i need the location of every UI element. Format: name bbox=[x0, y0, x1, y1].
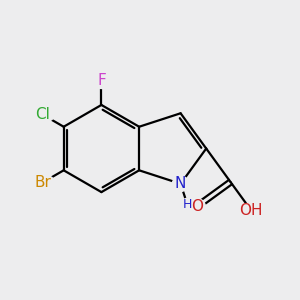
Ellipse shape bbox=[93, 73, 110, 88]
Text: O: O bbox=[191, 199, 203, 214]
Ellipse shape bbox=[31, 107, 55, 122]
Text: Br: Br bbox=[34, 175, 51, 190]
Ellipse shape bbox=[189, 199, 205, 214]
Ellipse shape bbox=[172, 176, 189, 191]
Ellipse shape bbox=[31, 175, 55, 190]
Ellipse shape bbox=[181, 198, 194, 211]
Ellipse shape bbox=[240, 203, 262, 218]
Text: OH: OH bbox=[239, 203, 263, 218]
Text: N: N bbox=[175, 176, 186, 191]
Text: F: F bbox=[97, 73, 106, 88]
Text: Cl: Cl bbox=[35, 107, 50, 122]
Text: H: H bbox=[183, 198, 192, 211]
